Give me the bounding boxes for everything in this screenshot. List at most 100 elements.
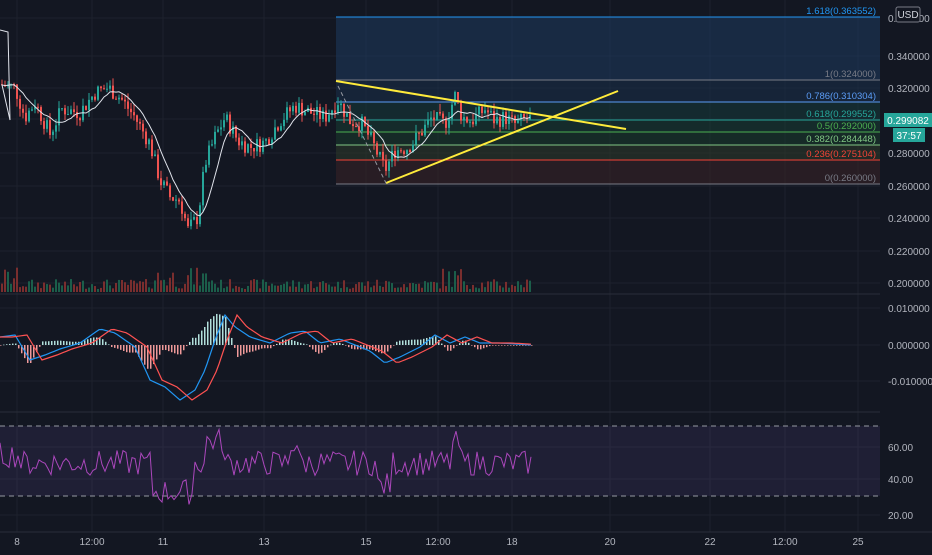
- descending-trendline[interactable]: [335, 80, 627, 130]
- candle-body: [52, 131, 54, 135]
- candle-body: [406, 150, 408, 155]
- macd-histogram-bar: [198, 334, 200, 345]
- volume-bar: [136, 283, 138, 292]
- macd-tick-label: 0.010000: [888, 304, 930, 315]
- candle-body: [16, 84, 18, 99]
- macd-histogram-bar: [51, 341, 53, 345]
- macd-histogram-bar: [132, 345, 134, 353]
- price-axis-background[interactable]: [880, 0, 932, 532]
- volume-bar: [16, 267, 18, 292]
- macd-histogram-bar: [195, 337, 197, 345]
- volume-bar: [481, 282, 483, 292]
- macd-histogram-bar: [336, 342, 338, 345]
- candle-body: [145, 131, 147, 145]
- volume-bar: [181, 288, 183, 292]
- candle-body: [340, 103, 342, 106]
- volume-bar: [49, 284, 51, 292]
- volume-bar: [25, 286, 27, 292]
- volume-bar: [223, 288, 225, 292]
- candle-body: [385, 160, 387, 171]
- volume-bar: [325, 283, 327, 292]
- volume-bar: [433, 281, 435, 292]
- candle-body: [199, 205, 201, 225]
- candle-body: [76, 112, 78, 119]
- candle-body: [457, 91, 459, 103]
- macd-histogram-bar: [495, 345, 497, 346]
- candle-body: [415, 132, 417, 145]
- candle-body: [133, 112, 135, 116]
- candle-body: [103, 88, 105, 90]
- volume-bars: [1, 267, 531, 292]
- volume-bar: [73, 284, 75, 292]
- candle-body: [484, 110, 486, 114]
- macd-histogram-bar: [63, 340, 65, 345]
- volume-bar: [415, 283, 417, 292]
- candle-body: [520, 113, 522, 120]
- volume-bar: [202, 273, 204, 292]
- rsi-axis[interactable]: 60.00 40.00 20.00: [888, 443, 913, 522]
- candle-body: [487, 110, 489, 113]
- macd-histogram-bar: [156, 345, 158, 360]
- price-tick-label: 0.240000: [888, 214, 930, 225]
- candle-body: [370, 132, 372, 135]
- macd-histogram-bar: [432, 336, 434, 345]
- candle-body: [478, 106, 480, 115]
- time-tick-label: 12:00: [79, 537, 104, 548]
- macd-histogram-bar: [207, 321, 209, 345]
- volume-bar: [385, 280, 387, 292]
- volume-bar: [277, 285, 279, 292]
- volume-bar: [478, 288, 480, 292]
- candle-body: [463, 117, 465, 121]
- candle-body: [151, 139, 153, 157]
- volume-bar: [4, 269, 6, 292]
- volume-bar: [172, 272, 174, 292]
- ascending-trendline[interactable]: [385, 90, 619, 184]
- price-axis[interactable]: 0.3600000.3400000.3200000.3000000.280000…: [888, 14, 930, 290]
- fib-zone: [336, 102, 880, 120]
- macd-histogram-bar: [522, 345, 524, 346]
- macd-histogram-bar: [513, 345, 515, 346]
- volume-bar: [64, 281, 66, 292]
- candle-body: [85, 105, 87, 110]
- volume-bar: [229, 279, 231, 292]
- macd-histogram-bar: [168, 345, 170, 352]
- macd-histogram-bar: [318, 345, 320, 354]
- macd-histogram-bar: [429, 337, 431, 345]
- macd-axis[interactable]: 0.010000 0.000000 -0.010000: [888, 304, 932, 388]
- macd-histogram-bar: [345, 345, 347, 346]
- price-tick-label: 0.260000: [888, 182, 930, 193]
- macd-histogram-bar: [516, 345, 518, 346]
- currency-badge[interactable]: USD: [895, 6, 921, 23]
- volume-bar: [148, 287, 150, 292]
- rsi-line: [0, 427, 532, 505]
- macd-histogram-bar: [453, 345, 455, 349]
- candle-body: [313, 113, 315, 115]
- candle-body: [451, 104, 453, 120]
- volume-bar: [382, 286, 384, 292]
- volume-bar: [121, 280, 123, 292]
- candle-body: [157, 154, 159, 179]
- candle-body: [289, 107, 291, 112]
- fibonacci-zones: [336, 17, 880, 184]
- candle-body: [349, 113, 351, 125]
- volume-bar: [283, 283, 285, 292]
- macd-histogram-bar: [264, 345, 266, 349]
- volume-bar: [412, 282, 414, 292]
- macd-histogram-bar: [531, 345, 533, 346]
- volume-bar: [157, 272, 159, 292]
- volume-bar: [304, 284, 306, 292]
- price-tick-label: 0.220000: [888, 247, 930, 258]
- moving-average-line: [0, 29, 531, 217]
- macd-histogram-bar: [444, 345, 446, 348]
- time-axis[interactable]: 8 12:00 11 13 15 12:00 18 20 22 12:00 25: [14, 537, 864, 548]
- candle-body: [328, 114, 330, 122]
- candle-body: [217, 129, 219, 132]
- fibonacci-retracement[interactable]: 1.618(0.363552) 1(0.324000) 0.786(0.310304…: [336, 6, 880, 185]
- candle-body: [277, 127, 279, 131]
- macd-histogram-bar: [60, 340, 62, 345]
- macd-histogram-bar: [447, 345, 449, 351]
- rsi-tick-label: 40.00: [888, 475, 913, 486]
- fib-level-label: 0.5(0.292000): [817, 121, 876, 132]
